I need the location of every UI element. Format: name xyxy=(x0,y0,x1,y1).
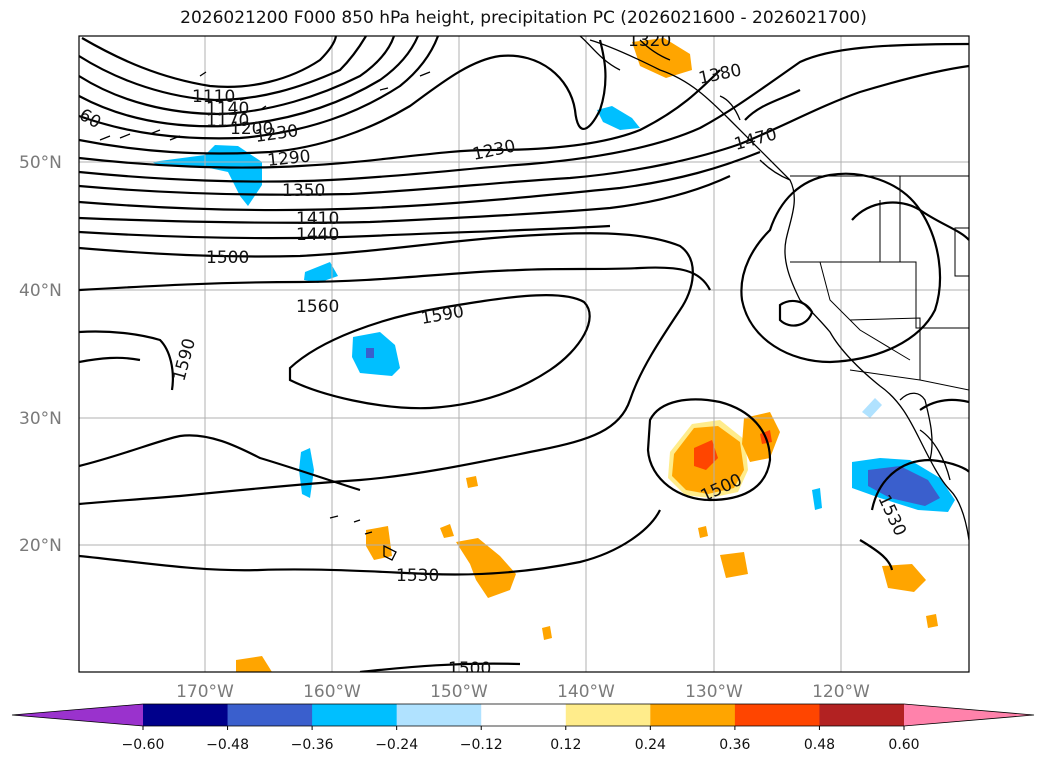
contour-label: 1140 xyxy=(206,99,249,119)
precip-positive-area xyxy=(440,524,454,538)
colorbar-segment xyxy=(565,704,651,726)
precip-positive-area xyxy=(466,476,478,488)
contour-label: 1440 xyxy=(296,225,339,245)
colorbar-tick-label: 0.48 xyxy=(804,737,835,753)
colorbar-tick-label: −0.24 xyxy=(375,737,418,753)
colorbar-segment xyxy=(312,704,398,726)
precip-positive-area xyxy=(236,656,272,672)
precip-negative-area xyxy=(812,488,822,510)
colorbar-tick-label: −0.12 xyxy=(460,737,503,753)
colorbar-segment xyxy=(819,704,905,726)
colorbar-tick-label: 0.60 xyxy=(888,737,919,753)
precip-positive-area xyxy=(632,38,692,78)
latitude-labels: 50°N 40°N 30°N 20°N xyxy=(19,153,62,556)
map-title: 2026021200 F000 850 hPa height, precipit… xyxy=(180,8,867,28)
lat-label: 20°N xyxy=(19,536,62,556)
precip-shading xyxy=(152,38,955,672)
precip-positive-area xyxy=(720,552,748,578)
colorbar-extend-max xyxy=(904,704,1034,726)
contour-label: 1500 xyxy=(448,659,491,679)
plot-area xyxy=(79,36,969,672)
precip-negative-area xyxy=(597,106,640,130)
colorbar-extend-min xyxy=(12,704,143,726)
precip-negative-area xyxy=(152,145,262,206)
lon-label: 120°W xyxy=(812,682,870,702)
lon-label: 170°W xyxy=(176,682,234,702)
colorbar-segment xyxy=(143,704,229,726)
contour-label: 1110 xyxy=(192,87,235,107)
precip-negative-area xyxy=(352,332,400,376)
colorbar-segment xyxy=(734,704,820,726)
height-contours xyxy=(79,36,969,672)
colorbar-segment xyxy=(650,704,736,726)
longitude-labels: 170°W 160°W 150°W 140°W 130°W 120°W xyxy=(176,682,870,702)
lon-label: 150°W xyxy=(430,682,488,702)
colorbar-segment xyxy=(227,704,313,726)
lon-label: 130°W xyxy=(685,682,743,702)
colorbar-segment xyxy=(396,704,482,726)
borders xyxy=(790,175,969,391)
precip-negative-core xyxy=(868,466,940,506)
precip-negative-area xyxy=(304,262,338,283)
contour-label: 1290 xyxy=(266,147,311,171)
lon-label: 140°W xyxy=(557,682,615,702)
contour-label: 1560 xyxy=(296,297,339,317)
contour-label: 1410 xyxy=(296,209,339,229)
colorbar-tick-label: 0.12 xyxy=(550,737,581,753)
precip-positive-area xyxy=(882,564,926,592)
colorbar-tick-label: −0.36 xyxy=(291,737,334,753)
plot-frame xyxy=(78,35,970,673)
colorbar-tick-label: −0.48 xyxy=(206,737,249,753)
colorbar: −0.60 −0.48 −0.36 −0.24 −0.12 0.12 0.24 0.36 0.4… xyxy=(11,703,1035,753)
precip-positive-area xyxy=(698,526,708,538)
colorbar-tick-label: 0.24 xyxy=(635,737,666,753)
contour-label: 1530 xyxy=(396,566,439,586)
precip-positive-area xyxy=(366,526,392,560)
precip-light-negative xyxy=(862,398,882,418)
lon-label: 160°W xyxy=(303,682,361,702)
lat-label: 30°N xyxy=(19,409,62,429)
graticule xyxy=(79,36,969,672)
coastlines xyxy=(99,36,969,561)
contour-label: 1170 xyxy=(206,111,249,131)
contour-label: 1500 xyxy=(206,248,249,268)
precip-positive-core xyxy=(694,440,718,470)
lat-label: 50°N xyxy=(19,153,62,173)
lat-label: 40°N xyxy=(19,281,62,301)
contour-label: 1320 xyxy=(628,31,671,51)
precip-positive-area xyxy=(542,626,552,640)
precip-positive-area xyxy=(926,614,938,628)
colorbar-tick-label: 0.36 xyxy=(719,737,750,753)
colorbar-tick-label: −0.60 xyxy=(122,737,165,753)
precip-negative-core xyxy=(366,348,374,358)
precip-positive-area xyxy=(456,538,516,598)
colorbar-segment xyxy=(481,704,567,726)
contour-label: 1200 xyxy=(230,119,273,139)
contour-label: 1350 xyxy=(282,181,325,201)
